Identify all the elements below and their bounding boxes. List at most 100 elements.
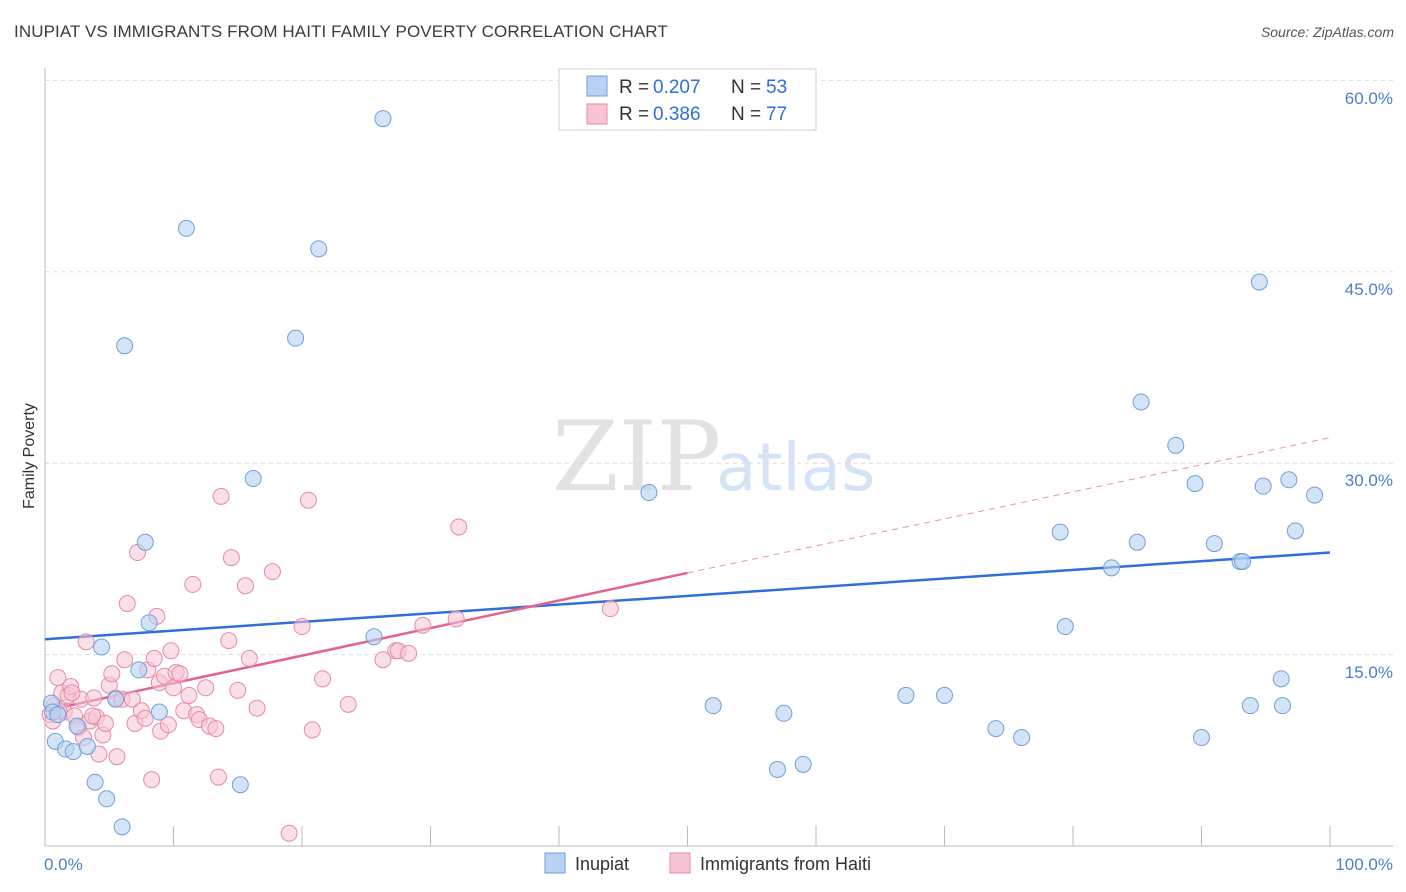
point-haiti-39 <box>162 642 180 660</box>
y-axis-title: Family Poverty <box>21 403 38 509</box>
point-inupiat-38 <box>1132 393 1150 411</box>
point-haiti-69 <box>400 644 418 662</box>
point-inupiat-32 <box>987 720 1005 738</box>
point-inupiat-33 <box>1013 729 1031 747</box>
point-inupiat-50 <box>1280 471 1298 489</box>
point-inupiat-37 <box>1128 533 1146 551</box>
point-inupiat-9 <box>93 638 111 656</box>
point-haiti-32 <box>143 771 161 789</box>
point-haiti-50 <box>207 720 225 738</box>
point-inupiat-20 <box>244 470 262 488</box>
trend-line-inupiat <box>44 551 1331 641</box>
point-haiti-62 <box>299 491 317 509</box>
point-inupiat-48 <box>1272 670 1290 688</box>
legend-swatch-haiti <box>586 103 608 125</box>
bottom-legend-label-haiti: Immigrants from Haiti <box>700 854 871 874</box>
point-inupiat-29 <box>794 755 812 773</box>
point-inupiat-6 <box>68 717 86 735</box>
point-inupiat-24 <box>374 110 392 128</box>
watermark-atlas: atlas <box>716 429 876 506</box>
point-haiti-76 <box>84 707 102 725</box>
point-inupiat-16 <box>140 614 158 632</box>
tick-labels: 60.0% 45.0% 30.0% 15.0% 0.0% 100.0% Fami… <box>21 89 1393 874</box>
point-inupiat-19 <box>231 776 249 794</box>
point-haiti-18 <box>96 715 114 733</box>
point-inupiat-17 <box>150 703 168 721</box>
legend-r-value-inupiat: 0.207 <box>653 77 701 98</box>
legend: R = 0.207 N = 53 R = 0.386 N = 77 <box>558 68 817 131</box>
y-tick-label-45: 45.0% <box>1345 280 1393 299</box>
point-haiti-66 <box>374 651 392 669</box>
point-inupiat-40 <box>1186 475 1204 493</box>
point-haiti-22 <box>108 748 126 766</box>
point-haiti-48 <box>197 679 215 697</box>
legend-swatch-inupiat <box>586 75 608 97</box>
x-tick-label-0: 0.0% <box>44 855 83 874</box>
point-haiti-54 <box>222 549 240 567</box>
point-haiti-42 <box>171 665 189 683</box>
legend-n-value-haiti: 77 <box>766 104 787 125</box>
chart-title: INUPIAT VS IMMIGRANTS FROM HAITI FAMILY … <box>14 22 668 41</box>
point-inupiat-5 <box>64 743 82 761</box>
point-haiti-70 <box>414 616 432 634</box>
scatter-points <box>41 110 1324 842</box>
point-inupiat-41 <box>1193 729 1210 747</box>
point-haiti-30 <box>136 709 154 727</box>
point-haiti-60 <box>280 824 298 842</box>
point-haiti-26 <box>123 690 141 708</box>
point-inupiat-21 <box>287 329 305 347</box>
legend-n-label-haiti: N = <box>731 104 761 125</box>
watermark: ZIP atlas <box>552 401 876 513</box>
point-inupiat-42 <box>1205 535 1223 553</box>
y-tick-label-30: 30.0% <box>1345 471 1393 490</box>
point-haiti-38 <box>159 716 177 734</box>
point-inupiat-28 <box>775 704 793 722</box>
point-inupiat-39 <box>1167 436 1185 454</box>
point-haiti-55 <box>229 681 247 699</box>
point-inupiat-13 <box>116 337 134 355</box>
grid-lines <box>45 79 1393 656</box>
point-inupiat-26 <box>704 697 722 715</box>
point-inupiat-34 <box>1051 523 1069 541</box>
point-inupiat-51 <box>1286 522 1304 540</box>
point-inupiat-52 <box>1306 486 1324 504</box>
legend-r-label-inupiat: R = <box>619 77 649 98</box>
point-haiti-65 <box>339 695 357 713</box>
legend-n-value-inupiat: 53 <box>766 77 787 98</box>
trend-line-haiti <box>44 571 688 712</box>
point-inupiat-3 <box>49 706 67 724</box>
point-haiti-56 <box>236 577 254 595</box>
point-inupiat-45 <box>1241 697 1259 715</box>
point-inupiat-23 <box>365 628 383 646</box>
point-haiti-73 <box>601 600 619 618</box>
source-label: Source: ZipAtlas.com <box>1260 24 1394 40</box>
legend-n-label-inupiat: N = <box>731 77 761 98</box>
point-inupiat-30 <box>897 686 915 704</box>
point-inupiat-12 <box>113 818 131 836</box>
point-haiti-51 <box>209 768 227 786</box>
axes <box>44 68 1393 847</box>
point-inupiat-44 <box>1234 552 1252 570</box>
point-haiti-63 <box>303 721 321 739</box>
point-haiti-53 <box>220 632 238 650</box>
bottom-legend-label-inupiat: Inupiat <box>575 854 629 874</box>
point-inupiat-15 <box>136 533 154 551</box>
bottom-legend-swatch-inupiat <box>544 852 566 874</box>
point-haiti-20 <box>103 665 121 683</box>
point-inupiat-18 <box>177 219 195 237</box>
legend-r-label-haiti: R = <box>619 104 649 125</box>
point-inupiat-49 <box>1273 697 1291 715</box>
legend-r-value-haiti: 0.386 <box>653 104 701 125</box>
point-haiti-24 <box>116 651 134 669</box>
point-inupiat-31 <box>936 686 953 704</box>
point-inupiat-7 <box>78 737 96 755</box>
y-tick-label-15: 15.0% <box>1345 663 1393 682</box>
point-haiti-12 <box>77 633 95 651</box>
point-haiti-59 <box>263 563 281 581</box>
point-inupiat-11 <box>107 690 125 708</box>
point-inupiat-10 <box>98 790 116 808</box>
point-haiti-33 <box>145 649 163 667</box>
bottom-legend: Inupiat Immigrants from Haiti <box>544 852 871 874</box>
point-inupiat-8 <box>86 773 104 791</box>
point-haiti-44 <box>180 686 198 704</box>
